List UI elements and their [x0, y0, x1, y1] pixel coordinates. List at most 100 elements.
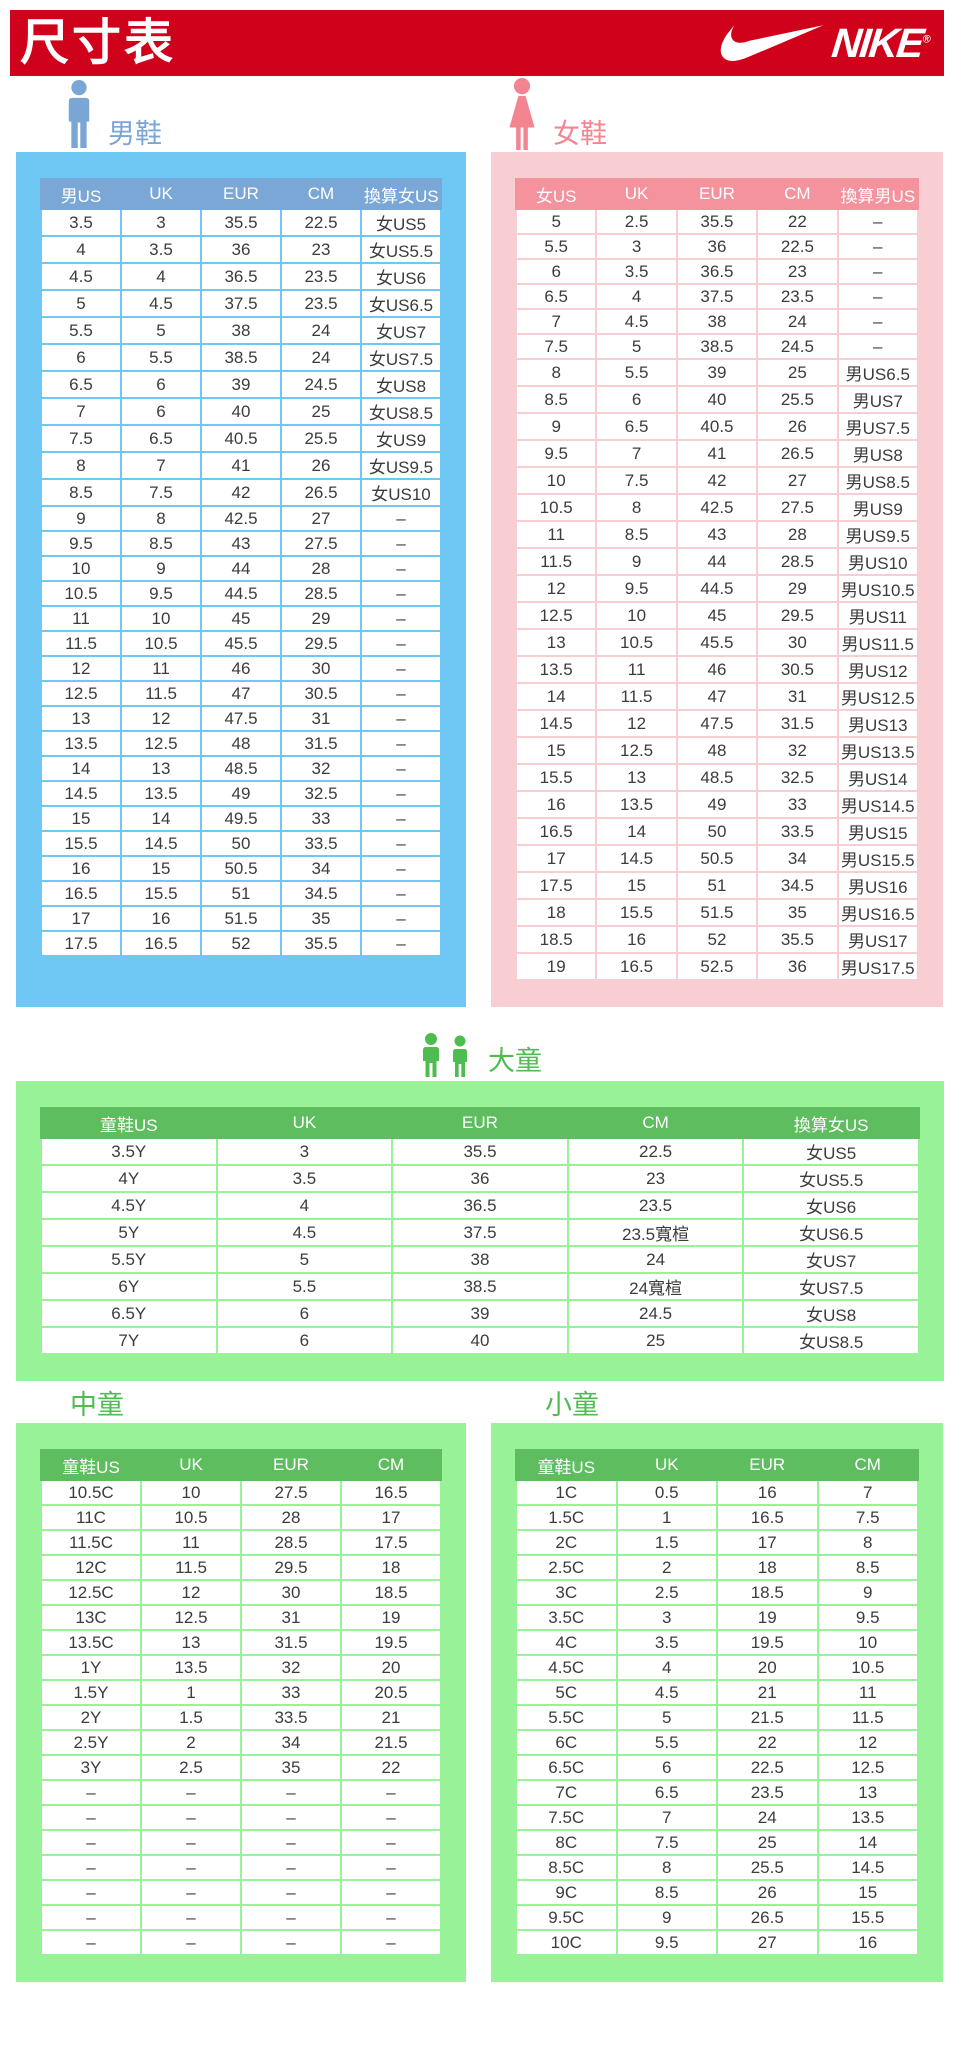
table-cell: 1.5: [615, 1529, 718, 1556]
table-cell: –: [140, 1904, 242, 1931]
table-row: 14 11.5 47 31 男US12.5: [514, 682, 920, 711]
table-row: 10 9 44 28–: [40, 555, 442, 582]
table-row: 12.5 11.5 47 30.5–: [40, 680, 442, 707]
table-cell: 14.5: [514, 709, 598, 738]
table-cell: 13.5: [120, 780, 202, 807]
table-cell: 27: [716, 1929, 819, 1956]
table-row: 13.5 11 46 30.5 男US12: [514, 655, 920, 684]
table-cell: –: [40, 1879, 142, 1906]
table-cell: –: [40, 1829, 142, 1856]
table-cell: –: [140, 1929, 242, 1956]
table-cell: 28: [240, 1504, 342, 1531]
table-row: 5C 4.5 21 11: [515, 1679, 919, 1706]
table-cell: 6: [615, 1754, 718, 1781]
column-header: UK: [140, 1449, 242, 1481]
table-cell: 1C: [515, 1479, 618, 1506]
table-cell: 6Y: [40, 1272, 218, 1301]
table-row: – – – –: [40, 1904, 442, 1931]
table-cell: 7.5C: [515, 1804, 618, 1831]
table-cell: 32.5: [756, 763, 839, 792]
table-cell: 2C: [515, 1529, 618, 1556]
table-cell: 13: [595, 763, 678, 792]
table-cell: –: [140, 1879, 242, 1906]
table-cell: 4.5: [40, 262, 122, 291]
table-cell: 11.5: [514, 547, 598, 576]
nike-wordmark: NIKE®: [829, 19, 932, 66]
table-row: 12.5C 12 30 18.5: [40, 1579, 442, 1606]
table-cell: 23.5: [280, 289, 362, 318]
table-cell: 20.5: [340, 1679, 442, 1706]
table-cell: 25: [716, 1829, 819, 1856]
table-row: 10C 9.5 27 16: [515, 1929, 919, 1956]
table-cell: 男US6.5: [836, 358, 920, 387]
table-cell: 18: [340, 1554, 442, 1581]
table-cell: 男US14: [836, 763, 920, 792]
table-cell: 1: [140, 1679, 242, 1706]
table-cell: 男US8: [836, 439, 920, 468]
table-cell: 33.5: [280, 830, 362, 857]
table-cell: 3.5Y: [40, 1137, 218, 1166]
header-row: 女US UK EUR CM 換算男US: [514, 178, 920, 210]
women-section-head: 女鞋: [491, 76, 943, 152]
table-cell: 女US6: [742, 1191, 920, 1220]
table-cell: 3.5: [215, 1164, 394, 1193]
table-cell: 31.5: [756, 709, 839, 738]
table-cell: 男US11: [836, 601, 920, 630]
table-cell: 16: [816, 1929, 919, 1956]
table-cell: 14.5: [595, 844, 678, 873]
table-cell: 45: [675, 601, 759, 630]
table-cell: 18.5: [514, 925, 598, 954]
table-cell: 女US7.5: [360, 343, 442, 372]
table-cell: –: [240, 1829, 342, 1856]
table-cell: 22.5: [280, 208, 362, 237]
table-row: 3.5Y 3 35.5 22.5 女US5: [40, 1137, 920, 1166]
table-cell: 8.5: [816, 1554, 919, 1581]
table-cell: 7: [514, 308, 598, 335]
table-cell: 32: [756, 736, 839, 765]
table-cell: 7.5: [514, 333, 598, 360]
table-cell: 女US6.5: [742, 1218, 920, 1247]
table-cell: 8.5C: [515, 1854, 618, 1881]
table-cell: 12.5: [595, 736, 678, 765]
table-cell: 50.5: [675, 844, 759, 873]
table-cell: 10.5: [595, 628, 678, 657]
table-cell: 10.5: [40, 580, 122, 607]
table-cell: 44.5: [675, 574, 759, 603]
table-cell: 男US14.5: [836, 790, 920, 819]
table-row: 11.5 9 44 28.5 男US10: [514, 547, 920, 576]
table-cell: 9.5: [40, 530, 122, 557]
table-cell: 24: [280, 316, 362, 345]
table-cell: 2Y: [40, 1704, 142, 1731]
table-cell: 6: [120, 397, 202, 426]
kids-tables: 童鞋US UK EUR CM 10.5C 10 27.5 16.5 11C 10.5 28 17 11.…: [16, 1423, 943, 1982]
column-header: 童鞋US: [40, 1107, 218, 1139]
table-row: 8C 7.5 25 14: [515, 1829, 919, 1856]
table-cell: 11.5: [816, 1704, 919, 1731]
column-header: EUR: [675, 178, 759, 210]
table-row: 10.5C 10 27.5 16.5: [40, 1479, 442, 1506]
table-cell: 6.5: [40, 370, 122, 399]
table-row: 18.5 16 52 35.5 男US17: [514, 925, 920, 954]
table-cell: –: [360, 555, 442, 582]
table-cell: 2.5C: [515, 1554, 618, 1581]
table-cell: 38.5: [675, 333, 759, 360]
table-cell: 15: [816, 1879, 919, 1906]
table-cell: 15.5: [595, 898, 678, 927]
table-cell: 32: [240, 1654, 342, 1681]
table-row: – – – –: [40, 1854, 442, 1881]
table-cell: 13C: [40, 1604, 142, 1631]
table-cell: 18: [716, 1554, 819, 1581]
table-cell: –: [360, 730, 442, 757]
table-cell: 男US16.5: [836, 898, 920, 927]
column-header: 童鞋US: [40, 1449, 142, 1481]
table-cell: 50: [675, 817, 759, 846]
bigkids-section-head: 大童: [0, 1031, 960, 1079]
table-cell: 女US8.5: [742, 1326, 920, 1355]
women-size-panel: 女US UK EUR CM 換算男US 5 2.5 35.5 22–5.5 3 36 22.5–6 3.…: [491, 152, 943, 1007]
table-row: 5Y 4.5 37.5 23.5寬楦 女US6.5: [40, 1218, 920, 1247]
registered-mark: ®: [921, 32, 932, 45]
column-header: UK: [120, 178, 202, 210]
table-row: 11 10 45 29–: [40, 605, 442, 632]
table-cell: 13: [120, 755, 202, 782]
table-row: 9.5C 9 26.5 15.5: [515, 1904, 919, 1931]
